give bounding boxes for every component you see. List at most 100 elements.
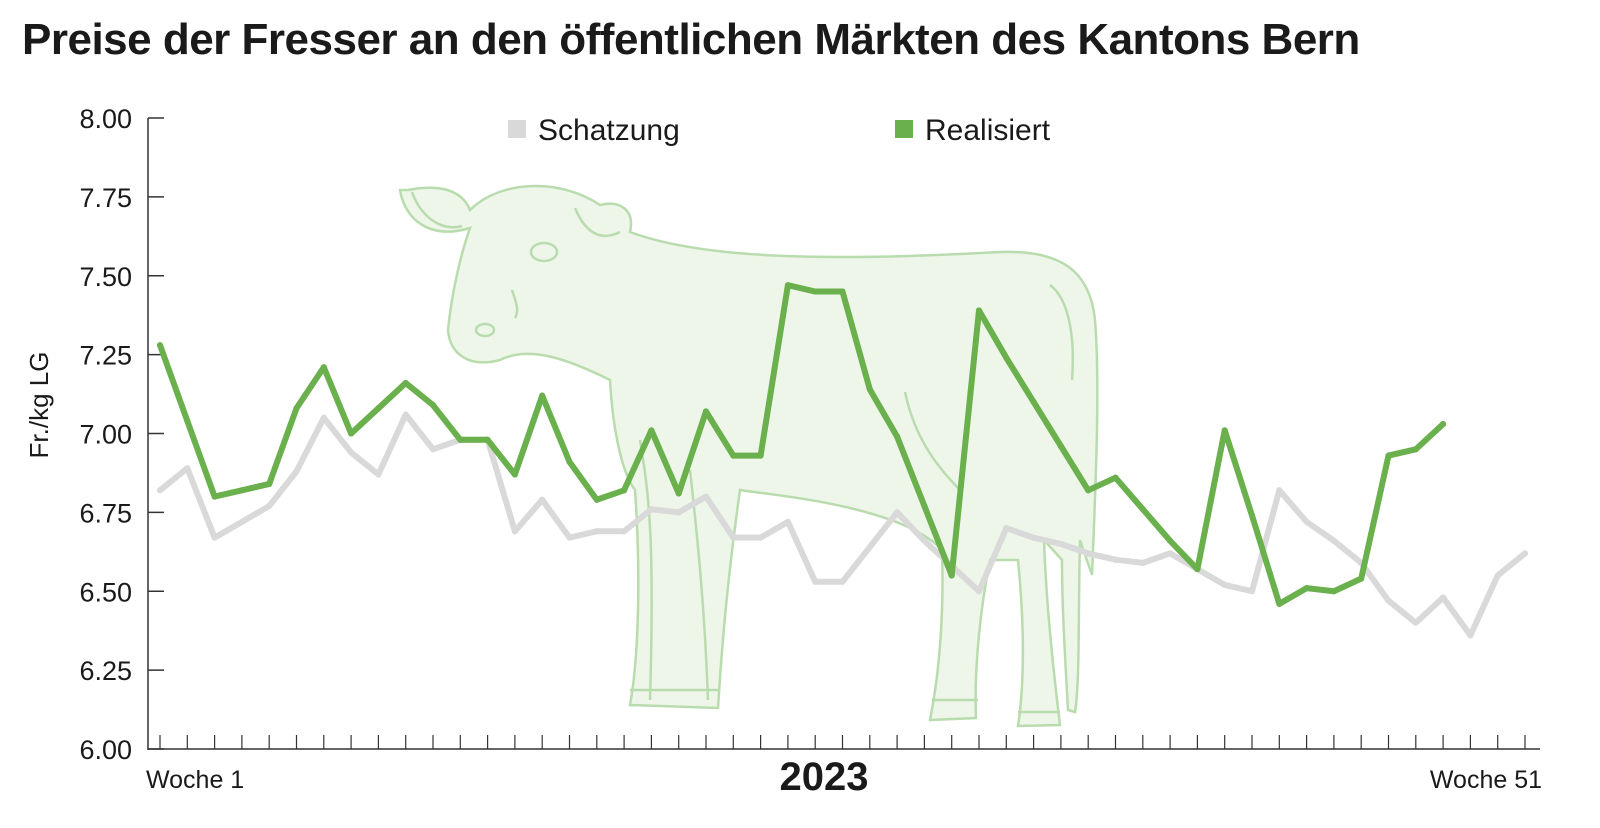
data-point — [375, 471, 382, 478]
data-point — [211, 534, 218, 541]
series-schatzung — [157, 411, 1528, 639]
series-segment — [266, 468, 300, 510]
data-point — [921, 537, 928, 544]
y-tick-label: 6.25 — [79, 656, 132, 686]
data-point — [703, 408, 709, 415]
legend-label-realisiert: Realisiert — [925, 114, 1051, 147]
series-segment — [1249, 512, 1283, 607]
x-start-label: Woche 1 — [146, 766, 244, 794]
data-point — [566, 458, 573, 465]
data-point — [157, 487, 163, 494]
data-point — [1440, 594, 1447, 601]
data-point — [157, 342, 163, 349]
data-point — [621, 487, 628, 494]
data-point — [1221, 581, 1228, 588]
series-segment — [1303, 585, 1337, 595]
x-end-label: Woche 51 — [1430, 766, 1542, 794]
series-segment — [1467, 572, 1501, 639]
data-point — [1385, 597, 1392, 604]
data-point — [593, 528, 600, 535]
y-tick-label: 7.00 — [79, 420, 132, 450]
series-segment — [184, 417, 218, 500]
data-point — [1303, 518, 1310, 525]
data-point — [1003, 354, 1010, 361]
series-segment — [484, 436, 518, 535]
series-segment — [348, 449, 382, 478]
data-point — [1112, 556, 1119, 563]
series-segment — [1057, 443, 1092, 494]
series-segment — [238, 480, 273, 494]
series-segment — [157, 342, 191, 424]
data-point — [1221, 427, 1228, 434]
series-segment — [157, 465, 191, 494]
data-point — [1167, 537, 1174, 544]
data-point — [320, 364, 327, 371]
y-tick-label: 7.25 — [79, 341, 132, 371]
y-tick-label: 8.00 — [79, 104, 132, 134]
y-tick-label: 6.00 — [79, 735, 132, 765]
series-segment — [976, 525, 1010, 595]
series-segment — [1003, 525, 1037, 541]
series-layer — [157, 282, 1528, 639]
data-point — [894, 509, 901, 516]
data-point — [976, 307, 982, 314]
data-point — [1085, 487, 1092, 494]
data-point — [484, 436, 491, 443]
data-point — [1139, 506, 1146, 513]
data-point — [184, 465, 191, 472]
series-segment — [211, 487, 245, 500]
series-segment — [921, 503, 955, 579]
series-segment — [1085, 550, 1119, 563]
data-point — [1112, 474, 1119, 481]
data-point — [238, 487, 245, 494]
legend-label-schatzung: Schatzung — [538, 114, 680, 147]
series-segment — [1330, 575, 1365, 595]
series-segment — [1194, 566, 1228, 588]
series-segment — [703, 408, 737, 459]
series-segment — [402, 380, 436, 409]
data-point — [1440, 421, 1447, 428]
series-segment — [375, 411, 409, 478]
data-point — [839, 288, 846, 295]
data-point — [1412, 619, 1419, 626]
series-segment — [948, 307, 982, 579]
data-point — [1522, 550, 1528, 557]
data-point — [1249, 512, 1255, 519]
series-segment — [593, 487, 628, 503]
data-point — [539, 496, 546, 503]
series-segment — [266, 405, 300, 487]
series-segment — [1085, 474, 1119, 494]
data-point — [839, 578, 846, 585]
data-point — [293, 468, 300, 475]
series-segment — [1276, 585, 1310, 607]
data-point — [730, 534, 737, 541]
series-segment — [484, 436, 518, 478]
data-point — [812, 288, 819, 295]
series-segment — [703, 493, 737, 541]
series-segment — [375, 380, 409, 412]
series-segment — [1167, 537, 1201, 573]
data-point — [348, 430, 355, 437]
series-segment — [1139, 506, 1174, 544]
data-point — [566, 534, 573, 541]
series-segment — [430, 436, 464, 453]
series-segment — [320, 414, 355, 456]
series-segment — [1330, 537, 1365, 566]
series-segment — [784, 518, 819, 585]
series-segment — [430, 402, 464, 443]
series-segment — [1303, 518, 1337, 544]
series-segment — [320, 364, 355, 437]
series-segment — [402, 411, 436, 453]
data-point — [266, 480, 273, 487]
data-point — [675, 509, 682, 516]
data-point — [593, 496, 600, 503]
data-point — [1467, 632, 1474, 639]
series-segment — [866, 509, 901, 551]
data-point — [976, 588, 982, 595]
series-segment — [675, 408, 709, 497]
data-point — [757, 452, 764, 459]
series-segment — [621, 427, 655, 494]
data-point — [1330, 537, 1337, 544]
series-segment — [566, 458, 600, 503]
data-point — [812, 578, 819, 585]
